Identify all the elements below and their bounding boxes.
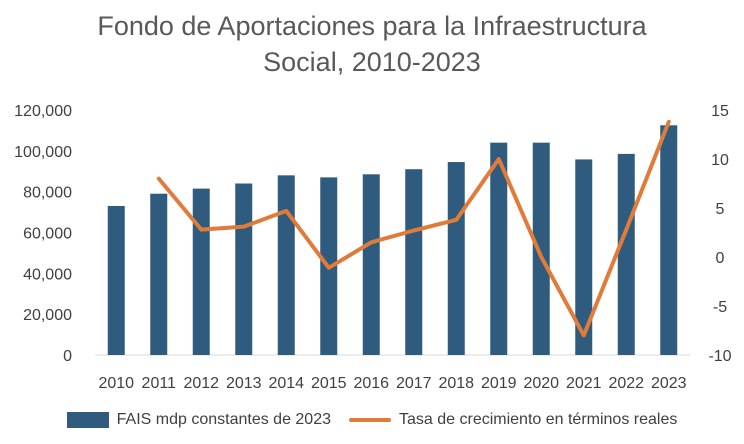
chart-title-line2: Social, 2010-2023 xyxy=(263,47,481,77)
x-tick-label: 2018 xyxy=(438,375,474,392)
x-tick-label: 2017 xyxy=(396,375,432,392)
bar-2013 xyxy=(235,183,253,355)
y-left-tick-label: 120,000 xyxy=(14,103,72,120)
y-left-tick-label: 0 xyxy=(63,348,72,365)
y-left-tick-label: 80,000 xyxy=(23,185,72,202)
x-tick-label: 2016 xyxy=(353,375,389,392)
chart-title: Fondo de Aportaciones para la Infraestru… xyxy=(0,8,744,80)
legend-bar-swatch xyxy=(66,412,109,428)
bar-2018 xyxy=(447,162,465,355)
y-left-tick-label: 100,000 xyxy=(14,144,72,161)
y-right-tick-label: -5 xyxy=(713,299,727,316)
bar-2021 xyxy=(575,159,593,355)
bar-2011 xyxy=(150,193,168,355)
x-tick-label: 2023 xyxy=(651,375,687,392)
x-tick-label: 2022 xyxy=(608,375,644,392)
y-right-tick-label: 5 xyxy=(716,201,725,218)
x-tick-label: 2015 xyxy=(311,375,347,392)
bar-2023 xyxy=(660,125,678,355)
bar-2012 xyxy=(192,188,210,355)
legend-item-line: Tasa de crecimiento en términos reales xyxy=(349,411,677,429)
y-right-tick-label: 15 xyxy=(711,103,729,120)
bar-2017 xyxy=(405,169,423,355)
legend-line-swatch xyxy=(349,418,391,422)
chart-legend: FAIS mdp constantes de 2023 Tasa de crec… xyxy=(0,408,744,432)
bar-2022 xyxy=(617,153,635,355)
y-left-tick-label: 60,000 xyxy=(23,226,72,243)
bar-2014 xyxy=(277,175,295,355)
x-tick-label: 2010 xyxy=(98,375,134,392)
y-right-tick-label: 0 xyxy=(716,250,725,267)
bar-2016 xyxy=(362,174,380,355)
x-tick-label: 2013 xyxy=(226,375,262,392)
x-tick-label: 2011 xyxy=(142,375,177,392)
bar-2019 xyxy=(490,142,508,355)
legend-line-label: Tasa de crecimiento en términos reales xyxy=(399,411,678,428)
x-tick-label: 2019 xyxy=(481,375,517,392)
x-tick-label: 2020 xyxy=(523,375,559,392)
x-tick-label: 2021 xyxy=(566,375,602,392)
y-left-tick-label: 20,000 xyxy=(23,307,72,324)
x-tick-label: 2012 xyxy=(183,375,219,392)
chart-title-line1: Fondo de Aportaciones para la Infraestru… xyxy=(97,11,647,41)
bar-2010 xyxy=(107,205,125,355)
y-right-tick-label: -10 xyxy=(708,348,731,365)
bar-2020 xyxy=(532,142,550,355)
legend-item-bars: FAIS mdp constantes de 2023 xyxy=(66,411,331,429)
y-right-tick-label: 10 xyxy=(711,152,729,169)
y-left-tick-label: 40,000 xyxy=(23,266,72,283)
x-tick-label: 2014 xyxy=(268,375,304,392)
legend-bar-label: FAIS mdp constantes de 2023 xyxy=(116,411,331,428)
